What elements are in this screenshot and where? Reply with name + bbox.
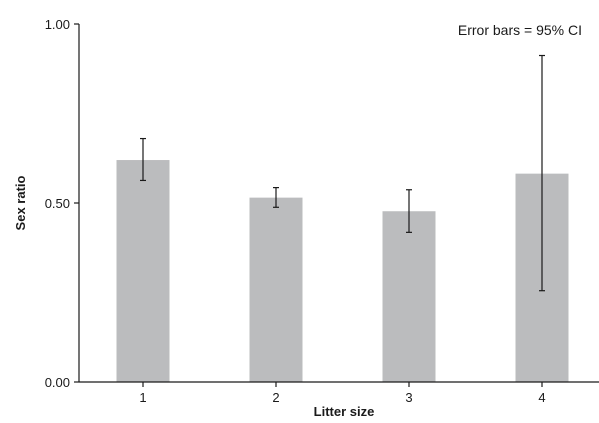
x-tick-label-1: 1: [139, 390, 146, 405]
x-ticks: 1 2 3 4: [139, 382, 546, 405]
x-tick-label-2: 2: [272, 390, 279, 405]
error-bars-layer: [140, 54, 545, 292]
error-bar-2: [273, 187, 279, 208]
x-tick-label-3: 3: [405, 390, 412, 405]
bar-2: [249, 197, 303, 382]
error-bars-note: Error bars = 95% CI: [458, 22, 582, 38]
bar-3: [382, 211, 436, 382]
y-tick-label-1.00: 1.00: [45, 17, 70, 32]
error-bar-1: [140, 137, 146, 182]
y-tick-label-0.50: 0.50: [45, 196, 70, 211]
error-bar-3: [406, 189, 412, 233]
y-axis-title: Sex ratio: [13, 175, 28, 230]
bars-layer: [116, 160, 569, 382]
x-axis-title: Litter size: [314, 404, 375, 419]
x-tick-label-4: 4: [538, 390, 545, 405]
y-ticks: 0.00 0.50 1.00: [45, 17, 79, 390]
bar-1: [116, 160, 170, 382]
y-tick-label-0.00: 0.00: [45, 375, 70, 390]
error-bar-4: [539, 54, 545, 292]
